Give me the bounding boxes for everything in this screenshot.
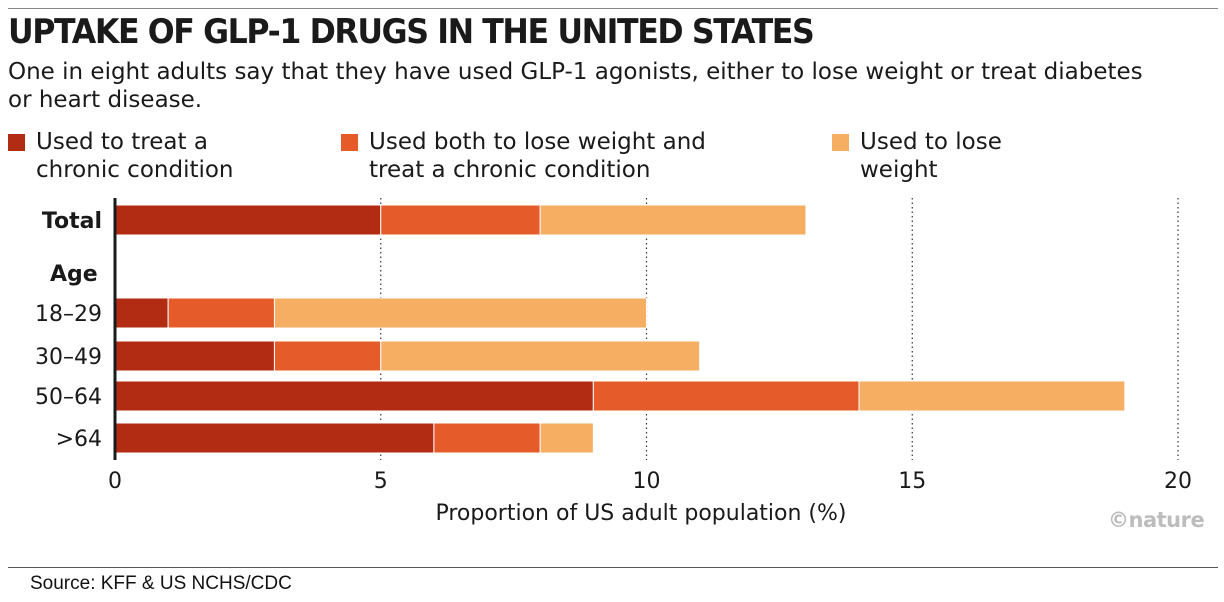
bar-segment xyxy=(539,422,594,454)
legend-label-weight-line2: weight xyxy=(860,157,938,183)
chart-title: UPTAKE OF GLP-1 DRUGS IN THE UNITED STAT… xyxy=(8,12,815,52)
legend-swatch-both xyxy=(341,134,358,151)
group-label-age: Age xyxy=(50,262,98,287)
bar-segment xyxy=(114,204,382,236)
source-note: Source: KFF & US NCHS/CDC xyxy=(30,573,292,594)
legend-label-weight-line1: Used to lose xyxy=(860,129,1002,155)
bar-segment xyxy=(380,204,541,236)
category-label: Total xyxy=(42,209,102,234)
x-tick-label: 15 xyxy=(898,469,926,494)
bar-segment xyxy=(592,380,860,412)
category-label: 30–49 xyxy=(35,345,102,370)
nature-logo: ©nature xyxy=(1108,508,1205,532)
top-rule xyxy=(8,8,1218,9)
bar-segment xyxy=(433,422,541,454)
legend-label-chronic-line1: Used to treat a xyxy=(36,129,208,155)
legend-label-both-line1: Used both to lose weight and xyxy=(369,129,706,155)
x-axis-label: Proportion of US adult population (%) xyxy=(435,501,846,526)
x-tick-label: 20 xyxy=(1164,469,1192,494)
bar-segment xyxy=(114,340,275,372)
legend-label-both-line2: treat a chronic condition xyxy=(369,157,651,183)
legend-swatch-weight xyxy=(832,134,849,151)
category-label: 50–64 xyxy=(35,385,102,410)
bar-segment xyxy=(167,297,275,329)
x-tick-label: 5 xyxy=(374,469,388,494)
bar-segment xyxy=(114,380,594,412)
stacked-bar-chart: Total 18–29 30–49 50–64 >64 Age 0 5 10 15 20 Propor… xyxy=(35,198,1192,526)
bottom-rule xyxy=(8,567,1218,568)
x-tick-label: 0 xyxy=(108,469,122,494)
legend-swatch-chronic xyxy=(8,134,25,151)
category-label: 18–29 xyxy=(35,302,102,327)
bar-segment xyxy=(273,297,647,329)
bar-segment xyxy=(380,340,701,372)
bar-segment xyxy=(858,380,1126,412)
bar-segment xyxy=(273,340,382,372)
bar-segment xyxy=(114,297,169,329)
bar-segment xyxy=(114,422,435,454)
bar-segment xyxy=(539,204,807,236)
category-label: >64 xyxy=(56,427,102,452)
chart-subtitle: One in eight adults say that they have u… xyxy=(8,59,1143,113)
legend-label-chronic-line2: chronic condition xyxy=(36,157,234,183)
x-tick-label: 10 xyxy=(633,469,661,494)
